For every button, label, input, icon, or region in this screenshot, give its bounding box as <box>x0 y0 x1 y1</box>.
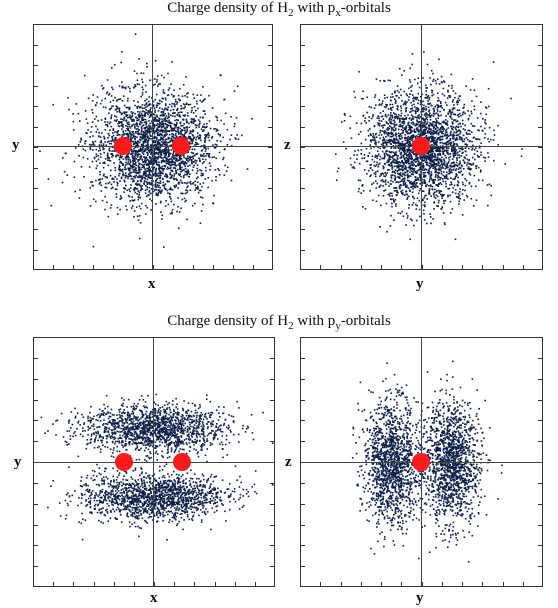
panel-px-yz <box>300 24 543 270</box>
nucleus-marker <box>173 453 191 471</box>
horizontal-axis-label: y <box>416 590 424 606</box>
title-orbital-subscript: x <box>335 7 341 19</box>
title-mid: with p <box>293 313 336 329</box>
title-main: Charge density of H <box>167 313 289 329</box>
title-py: Charge density of H2 with py-orbitals <box>0 313 558 332</box>
vertical-axis-label: y <box>14 454 22 470</box>
title-subscript: 2 <box>288 320 294 332</box>
frame-ticks <box>34 358 274 586</box>
title-subscript: 2 <box>288 7 294 19</box>
frame-ticks <box>301 358 542 586</box>
density-plot-py-yz <box>300 337 543 587</box>
axis-lines <box>34 25 272 269</box>
density-plot-px-yz <box>300 24 543 270</box>
frame-ticks <box>34 45 272 269</box>
vertical-axis-label: y <box>12 137 20 153</box>
axis-lines <box>34 338 274 586</box>
panel-py-xy <box>33 337 275 587</box>
nucleus-marker <box>412 453 430 471</box>
density-cloud <box>40 393 274 541</box>
title-tail: -orbitals <box>340 0 391 16</box>
vertical-axis-label: z <box>285 454 292 470</box>
frame-ticks <box>301 45 542 269</box>
horizontal-axis-label: y <box>416 276 424 292</box>
nucleus-marker <box>172 137 190 155</box>
title-main: Charge density of H <box>167 0 289 16</box>
nucleus-marker <box>114 137 132 155</box>
horizontal-axis-label: x <box>148 276 156 292</box>
title-mid: with p <box>293 0 336 16</box>
horizontal-axis-label: x <box>150 590 158 606</box>
vertical-axis-label: z <box>284 137 291 153</box>
nucleus-marker <box>412 137 430 155</box>
panel-py-yz <box>300 337 543 587</box>
title-px: Charge density of H2 with px-orbitals <box>0 0 558 19</box>
panel-px-xy <box>33 24 273 270</box>
title-orbital-subscript: y <box>335 320 341 332</box>
density-plot-px-xy <box>33 24 273 270</box>
nucleus-marker <box>115 453 133 471</box>
density-plot-py-xy <box>33 337 275 587</box>
title-tail: -orbitals <box>340 313 391 329</box>
